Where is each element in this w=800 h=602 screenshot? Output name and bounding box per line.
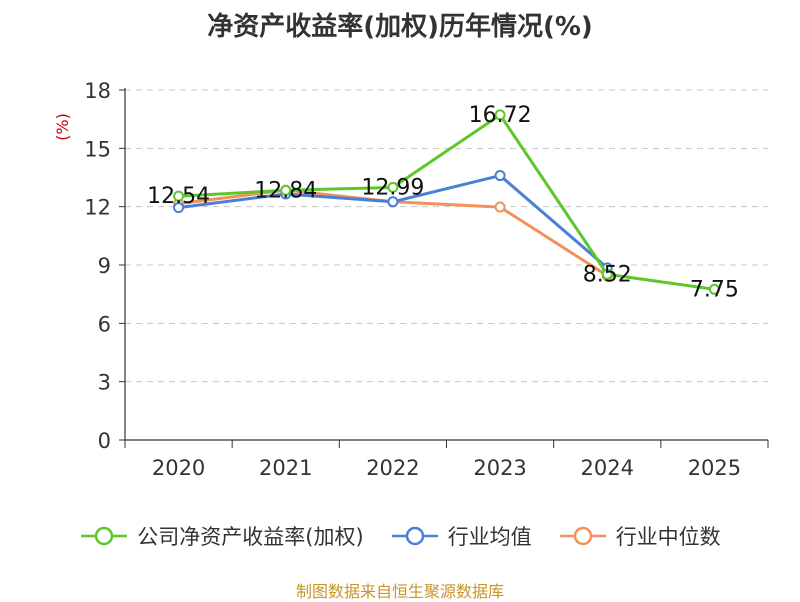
- y-tick-label-0: 0: [98, 429, 111, 453]
- legend-label-industry-avg: 行业均值: [447, 525, 532, 549]
- legend-marker-roe: [81, 526, 128, 546]
- axes: 0 3 6 9 12 15 18 2020 2021 2022 2023 2024 2025 (%): [53, 79, 769, 480]
- data-label-2020: 12.54: [147, 184, 210, 209]
- y-tick-label-15: 15: [84, 137, 111, 161]
- point-s1-2022: [387, 196, 399, 208]
- data-label-2024: 8.52: [583, 262, 632, 287]
- legend-item-industry-avg[interactable]: 行业均值: [390, 521, 532, 551]
- point-s0-2022: [387, 181, 399, 193]
- data-label-2023: 16.72: [469, 103, 532, 128]
- point-s0-2025: [708, 283, 720, 295]
- legend-dot-roe: [95, 526, 114, 546]
- legend-label-industry-median: 行业中位数: [615, 525, 721, 549]
- y-tick-label-9: 9: [98, 254, 111, 278]
- point-s0-2023: [494, 109, 506, 121]
- legend-dot-industry-avg: [405, 526, 424, 546]
- point-s1-2023: [494, 170, 506, 182]
- x-tick-label-2023: 2023: [473, 456, 526, 480]
- legend-label-roe: 公司净资产收益率(加权): [137, 525, 364, 549]
- y-tick-label-12: 12: [84, 196, 111, 220]
- y-axis-label: (%): [53, 113, 72, 141]
- x-tick-label-2024: 2024: [581, 456, 634, 480]
- chart-title: 净资产收益率(加权)历年情况(%): [207, 12, 593, 42]
- legend-marker-industry-avg: [391, 526, 438, 546]
- point-s0-2024: [601, 268, 613, 280]
- point-s2-2023: [494, 201, 506, 213]
- point-s0-2021: [280, 184, 292, 196]
- legend-marker-industry-median: [559, 526, 606, 546]
- series-lines: [173, 109, 720, 295]
- legend-item-roe[interactable]: 公司净资产收益率(加权): [79, 521, 364, 551]
- point-s1-2020: [173, 202, 185, 214]
- x-tick-label-2025: 2025: [688, 456, 741, 480]
- legend-item-industry-median[interactable]: 行业中位数: [558, 521, 721, 551]
- y-tick-label-18: 18: [84, 79, 111, 103]
- x-tick-label-2021: 2021: [259, 456, 312, 480]
- x-tick-label-2020: 2020: [152, 456, 205, 480]
- data-label-2025: 7.75: [690, 277, 739, 302]
- y-tick-label-6: 6: [98, 312, 111, 336]
- legend: 公司净资产收益率(加权) 行业均值 行业中位数: [0, 518, 800, 554]
- legend-dot-industry-median: [573, 526, 592, 546]
- data-source-note: 制图数据来自恒生聚源数据库: [295, 582, 504, 601]
- data-label-2022: 12.99: [361, 175, 424, 200]
- data-labels: 12.54 12.84 12.99 16.72 8.52 7.75: [147, 103, 739, 302]
- x-tick-label-2022: 2022: [366, 456, 419, 480]
- y-tick-label-3: 3: [98, 371, 111, 395]
- data-label-2021: 12.84: [254, 178, 317, 203]
- point-s0-2020: [173, 190, 185, 202]
- series-line-0: [178, 113, 715, 291]
- grid-lines: [125, 89, 768, 383]
